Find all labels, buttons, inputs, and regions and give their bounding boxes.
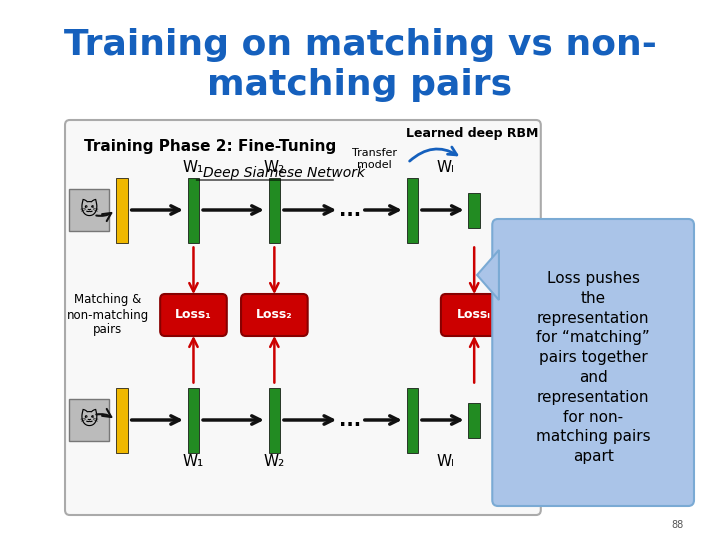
FancyBboxPatch shape <box>117 388 128 453</box>
FancyBboxPatch shape <box>407 178 418 242</box>
FancyBboxPatch shape <box>69 399 109 441</box>
Polygon shape <box>477 250 499 300</box>
FancyBboxPatch shape <box>160 294 227 336</box>
FancyBboxPatch shape <box>65 120 541 515</box>
Text: Wₗ: Wₗ <box>437 455 454 469</box>
Text: W₂: W₂ <box>264 160 285 176</box>
Text: 🐱: 🐱 <box>79 411 98 429</box>
Text: Wₗ: Wₗ <box>437 160 454 176</box>
FancyBboxPatch shape <box>241 294 307 336</box>
Text: Deep Siamese Network: Deep Siamese Network <box>203 166 365 180</box>
FancyBboxPatch shape <box>69 189 109 231</box>
FancyBboxPatch shape <box>117 178 128 242</box>
Text: 88: 88 <box>671 520 683 530</box>
Text: Loss₁: Loss₁ <box>175 308 212 321</box>
Text: Lossₗ: Lossₗ <box>457 308 491 321</box>
Text: matching pairs: matching pairs <box>207 68 513 102</box>
FancyBboxPatch shape <box>188 388 199 453</box>
Text: ...: ... <box>339 200 361 219</box>
Text: Training on matching vs non-: Training on matching vs non- <box>63 28 657 62</box>
Text: W₂: W₂ <box>264 455 285 469</box>
FancyBboxPatch shape <box>269 388 280 453</box>
FancyBboxPatch shape <box>188 178 199 242</box>
FancyBboxPatch shape <box>269 178 280 242</box>
FancyBboxPatch shape <box>492 219 694 506</box>
FancyBboxPatch shape <box>469 192 480 227</box>
Text: Loss pushes
the
representation
for “matching”
pairs together
and
representation
: Loss pushes the representation for “matc… <box>536 271 650 464</box>
Text: ...: ... <box>339 410 361 429</box>
Text: 🐱: 🐱 <box>79 201 98 219</box>
Text: Matching &
non-matching
pairs: Matching & non-matching pairs <box>67 294 149 336</box>
Text: Learned deep RBM: Learned deep RBM <box>406 126 539 139</box>
Text: Loss₂: Loss₂ <box>256 308 292 321</box>
FancyBboxPatch shape <box>407 388 418 453</box>
FancyBboxPatch shape <box>469 402 480 437</box>
Text: Transfer
model: Transfer model <box>352 148 397 170</box>
Text: W₁: W₁ <box>183 455 204 469</box>
Text: W₁: W₁ <box>183 160 204 176</box>
FancyBboxPatch shape <box>441 294 508 336</box>
Text: Training Phase 2: Fine-Tuning: Training Phase 2: Fine-Tuning <box>84 139 336 154</box>
